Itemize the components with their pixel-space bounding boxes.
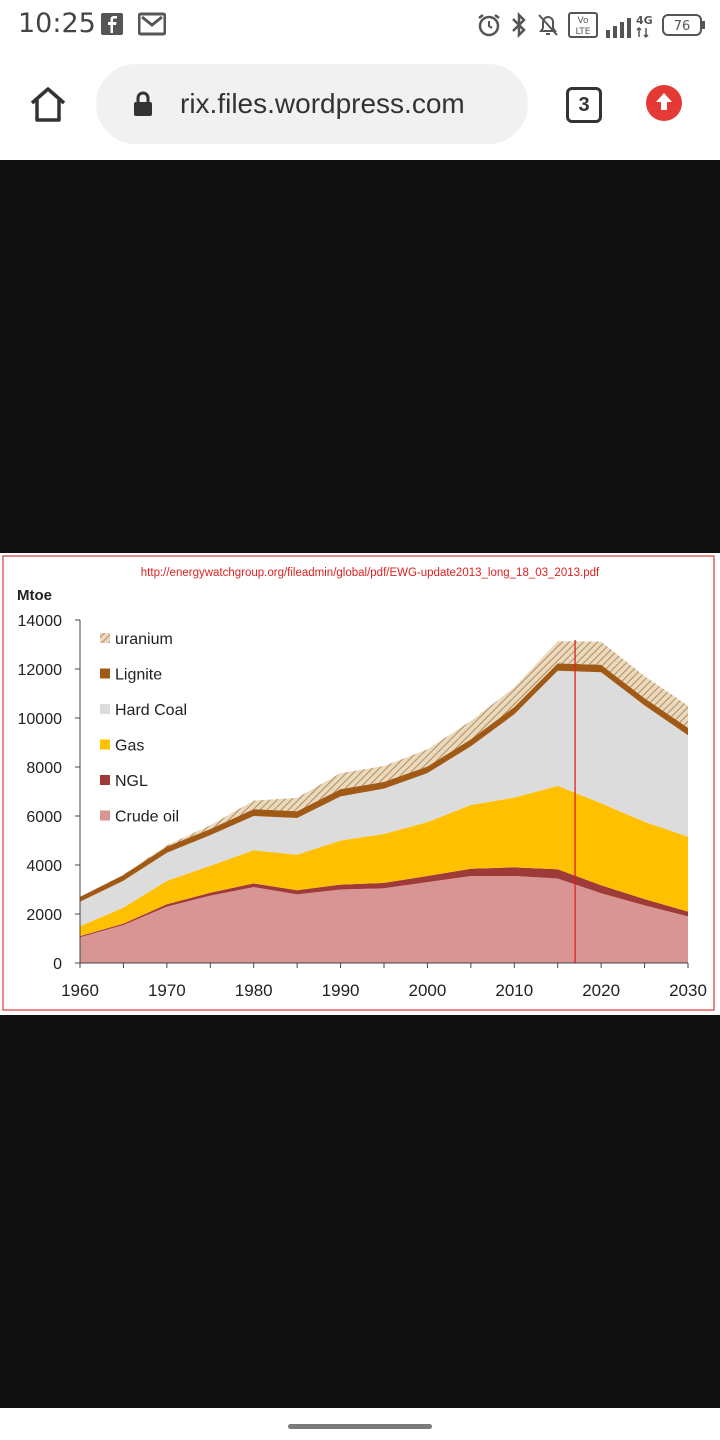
status-time: 10:25 — [18, 8, 96, 39]
series-area-uranium — [80, 641, 688, 897]
x-tick-label: 1960 — [61, 981, 99, 1000]
lock-icon — [134, 91, 152, 116]
stacked-areas — [80, 641, 688, 963]
gmail-icon — [138, 12, 166, 36]
url-text: rix.files.wordpress.com — [180, 88, 465, 119]
legend-label-crude-oil: Crude oil — [115, 809, 179, 826]
facebook-icon — [101, 13, 123, 35]
battery-icon: 76 — [662, 14, 705, 36]
x-tick-label: 2010 — [495, 981, 533, 1000]
alarm-icon — [478, 14, 500, 37]
navigation-bar — [0, 1408, 720, 1440]
y-tick-label: 0 — [53, 956, 62, 973]
y-tick-label: 12000 — [18, 662, 63, 679]
legend-swatch-crude-oil — [100, 810, 110, 821]
source-url: http://energywatchgroup.org/fileadmin/gl… — [141, 567, 600, 579]
legend-label-hard-coal: Hard Coal — [115, 702, 187, 719]
signal-icon: 4G — [606, 14, 653, 39]
battery-level: 76 — [674, 19, 691, 34]
chart-legend: uranium Lignite Hard Coal Gas NGL Crude oil — [100, 631, 187, 826]
x-tick-label: 2030 — [669, 981, 707, 1000]
y-tick-label: 6000 — [26, 809, 62, 826]
svg-text:LTE: LTE — [576, 27, 591, 37]
x-tick-label: 2000 — [409, 981, 447, 1000]
legend-swatch-hard-coal — [100, 704, 110, 714]
chart-image: http://energywatchgroup.org/fileadmin/gl… — [0, 553, 720, 1015]
home-gesture-handle[interactable] — [288, 1424, 432, 1429]
legend-swatch-ngl — [100, 775, 110, 785]
legend-swatch-lignite — [100, 668, 110, 679]
legend-label-ngl: NGL — [115, 773, 148, 790]
svg-text:Vo: Vo — [578, 16, 589, 26]
x-tick-label: 1990 — [322, 981, 360, 1000]
series-area-hard-coal — [80, 670, 688, 927]
upload-icon[interactable] — [646, 85, 682, 121]
bluetooth-icon — [512, 12, 526, 38]
x-tick-label: 1970 — [148, 981, 186, 1000]
legend-swatch-gas — [100, 739, 110, 750]
x-tick-label: 1980 — [235, 981, 273, 1000]
y-tick-label: 2000 — [26, 907, 62, 924]
x-tick-label: 2020 — [582, 981, 620, 1000]
legend-label-lignite: Lignite — [115, 667, 162, 684]
legend-swatch-uranium — [100, 633, 110, 643]
address-bar[interactable]: rix.files.wordpress.com — [96, 64, 528, 144]
status-bar: 10:25 Vo LTE 4G 76 — [0, 0, 720, 50]
chart-axes: 0 2000 4000 6000 8000 10000 12000 14000 1960 1970… — [18, 613, 707, 1000]
legend-label-gas: Gas — [115, 738, 144, 755]
browser-toolbar: rix.files.wordpress.com 3 — [0, 50, 720, 160]
tab-switcher-button[interactable]: 3 — [566, 87, 602, 123]
y-tick-label: 14000 — [18, 613, 63, 630]
home-icon[interactable] — [28, 84, 68, 124]
series-area-lignite — [80, 663, 688, 902]
legend-label-uranium: uranium — [115, 631, 173, 648]
network-type: 4G — [636, 14, 653, 27]
y-tick-label: 10000 — [18, 711, 63, 728]
energy-chart: http://energywatchgroup.org/fileadmin/gl… — [2, 555, 715, 1011]
y-tick-label: 8000 — [26, 760, 62, 777]
y-axis-label: Mtoe — [17, 587, 52, 604]
y-tick-label: 4000 — [26, 858, 62, 875]
series-area-gas — [80, 785, 688, 937]
series-area-crude-oil — [80, 876, 688, 963]
notifications-off-icon — [538, 14, 558, 36]
